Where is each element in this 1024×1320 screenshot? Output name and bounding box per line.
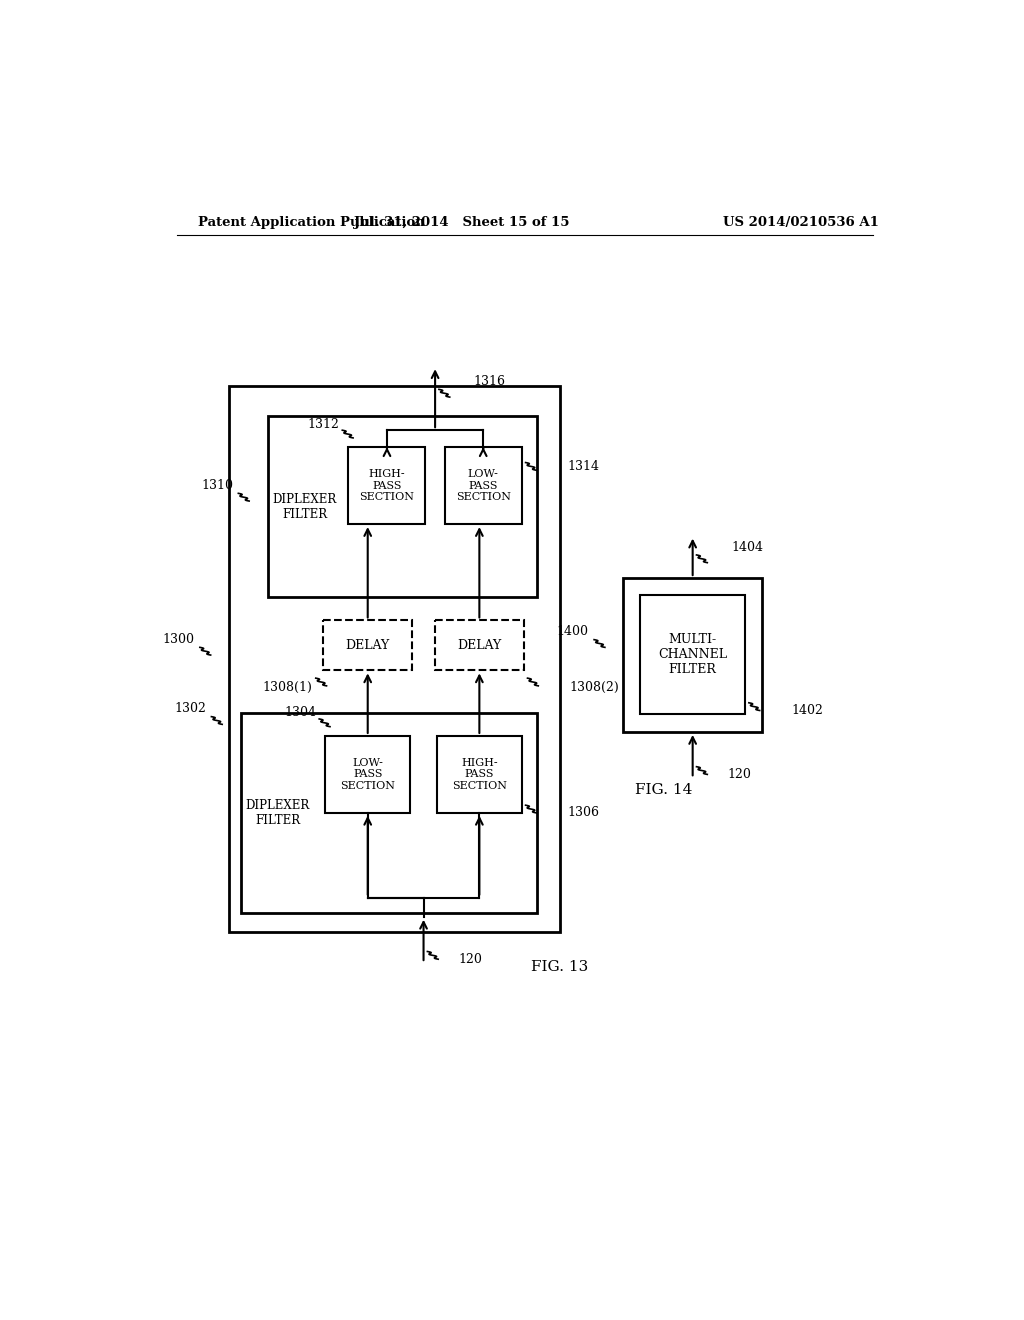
Text: MULTI-
CHANNEL
FILTER: MULTI- CHANNEL FILTER — [658, 634, 727, 676]
Bar — [624, 578, 762, 733]
Text: 1316: 1316 — [473, 375, 506, 388]
Text: DIPLEXER
FILTER: DIPLEXER FILTER — [246, 799, 309, 826]
Bar — [267, 416, 538, 598]
Bar — [241, 713, 538, 913]
Text: 1404: 1404 — [731, 541, 763, 554]
Text: 120: 120 — [727, 768, 752, 781]
Text: 1300: 1300 — [163, 634, 195, 647]
Text: 1308(2): 1308(2) — [569, 681, 620, 694]
Text: FIG. 14: FIG. 14 — [635, 783, 692, 797]
Bar — [435, 620, 523, 671]
Bar — [348, 447, 425, 524]
Text: 1312: 1312 — [307, 417, 339, 430]
Bar — [437, 737, 521, 813]
Text: 1306: 1306 — [568, 807, 600, 820]
Text: 1402: 1402 — [792, 704, 823, 717]
Bar — [326, 737, 410, 813]
Text: US 2014/0210536 A1: US 2014/0210536 A1 — [723, 215, 879, 228]
Bar — [324, 620, 412, 671]
Text: 1400: 1400 — [557, 626, 589, 639]
Bar — [640, 595, 745, 714]
Text: Patent Application Publication: Patent Application Publication — [199, 215, 425, 228]
Text: 1302: 1302 — [174, 702, 206, 715]
Text: 1310: 1310 — [201, 479, 233, 492]
Text: LOW-
PASS
SECTION: LOW- PASS SECTION — [340, 758, 395, 791]
Text: 1304: 1304 — [284, 706, 316, 719]
Text: DELAY: DELAY — [345, 639, 390, 652]
Text: HIGH-
PASS
SECTION: HIGH- PASS SECTION — [452, 758, 507, 791]
Text: LOW-
PASS
SECTION: LOW- PASS SECTION — [456, 469, 511, 502]
Text: 1308(1): 1308(1) — [262, 681, 312, 694]
Text: 120: 120 — [458, 953, 482, 966]
Text: Jul. 31, 2014   Sheet 15 of 15: Jul. 31, 2014 Sheet 15 of 15 — [354, 215, 569, 228]
Text: DIPLEXER
FILTER: DIPLEXER FILTER — [272, 492, 337, 521]
Bar — [444, 447, 521, 524]
Text: 1314: 1314 — [568, 459, 600, 473]
Text: FIG. 13: FIG. 13 — [531, 960, 588, 974]
Text: HIGH-
PASS
SECTION: HIGH- PASS SECTION — [359, 469, 415, 502]
Bar — [229, 385, 560, 932]
Text: DELAY: DELAY — [458, 639, 502, 652]
